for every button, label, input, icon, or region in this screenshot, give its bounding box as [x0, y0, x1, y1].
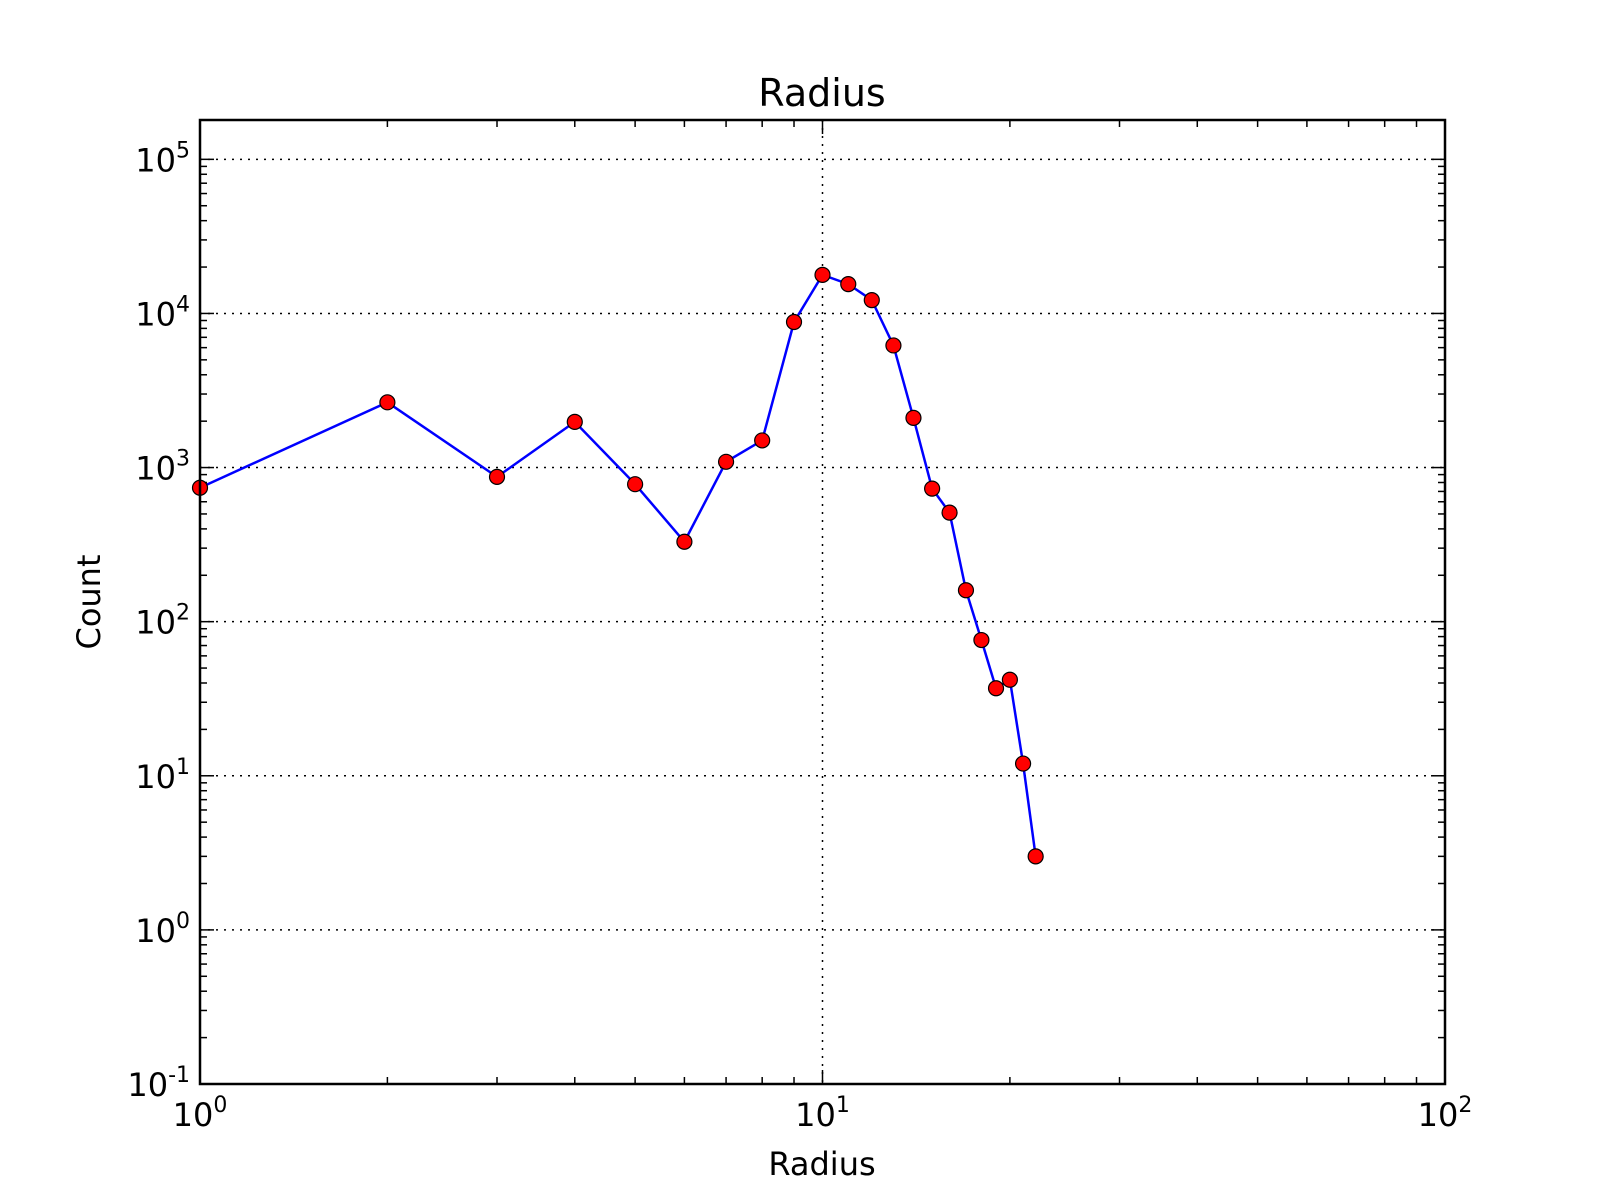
data-point — [676, 533, 693, 550]
x-tick-label: 101 — [795, 1093, 850, 1134]
data-point — [885, 337, 902, 354]
plot-frame — [198, 118, 1447, 1086]
data-point — [754, 432, 771, 449]
series-line — [199, 273, 1037, 857]
y-tick-label: 10-1 — [127, 1063, 190, 1104]
y-tick-label: 105 — [135, 138, 190, 179]
data-point — [863, 292, 880, 309]
data-point — [905, 409, 922, 427]
data-point — [840, 276, 857, 293]
data-point — [973, 631, 990, 649]
y-tick-label: 101 — [135, 755, 190, 796]
data-point — [566, 413, 583, 430]
data-point — [379, 394, 396, 411]
data-point — [488, 468, 506, 485]
data-point — [627, 476, 644, 493]
data-point — [1014, 755, 1032, 772]
chart-title: Radius — [758, 71, 885, 115]
data-point — [785, 313, 803, 331]
data-point — [1001, 671, 1018, 688]
series — [191, 266, 1044, 865]
x-tick-label: 102 — [1418, 1093, 1473, 1134]
y-tick-label: 100 — [135, 909, 190, 950]
data-point — [941, 504, 958, 521]
y-tick-label: 103 — [135, 447, 190, 488]
data-point — [924, 480, 941, 497]
x-tick-label: 100 — [173, 1093, 228, 1134]
y-tick-label: 102 — [135, 601, 190, 642]
data-point — [1027, 848, 1044, 865]
data-point — [717, 453, 735, 470]
data-point — [957, 582, 975, 599]
y-tick-label: 104 — [135, 292, 190, 333]
data-point — [814, 266, 831, 283]
data-point — [987, 680, 1005, 697]
y-axis-label: Count — [70, 554, 108, 649]
x-axis-label: Radius — [768, 1145, 875, 1183]
